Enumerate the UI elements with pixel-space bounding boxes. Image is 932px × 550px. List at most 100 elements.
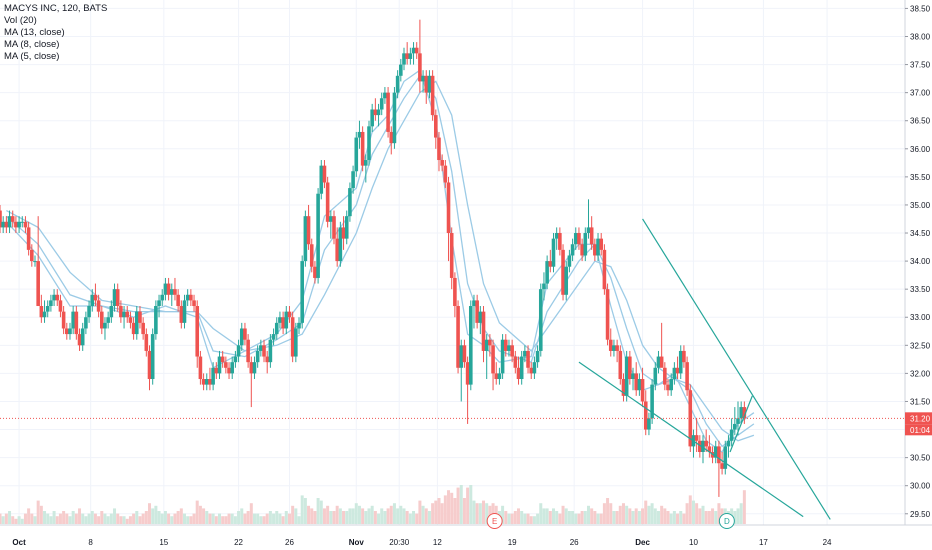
candle-body <box>179 306 184 323</box>
volume-bar <box>211 513 215 524</box>
candle-body <box>723 446 728 469</box>
candle-body <box>33 261 37 263</box>
volume-bar <box>504 511 508 524</box>
time-axis-label: 20:30 <box>389 538 410 547</box>
volume-bar <box>173 513 177 524</box>
candle-body <box>74 311 79 335</box>
volume-bar <box>128 516 132 524</box>
candle-body <box>573 233 578 245</box>
volume-bar <box>733 511 737 524</box>
candle-body <box>192 300 196 307</box>
volume-bar <box>342 511 346 524</box>
volume-bar <box>90 511 94 524</box>
volume-bar <box>482 500 486 524</box>
candle-body <box>284 311 289 329</box>
volume-bar <box>532 516 536 524</box>
volume-bar <box>539 503 543 524</box>
candle-body <box>453 277 457 307</box>
candle-body <box>36 261 40 307</box>
candle-body <box>90 294 95 307</box>
trend-line <box>729 395 753 453</box>
volume-bar <box>373 511 377 524</box>
volume-bar <box>517 508 521 524</box>
candle-body <box>325 182 330 222</box>
candle-body <box>52 294 56 301</box>
volume-bar <box>647 505 651 524</box>
volume-bar <box>281 516 285 524</box>
candle-body <box>383 92 387 99</box>
volume-bar <box>132 513 136 524</box>
volume-bar <box>221 516 225 524</box>
volume-bar <box>49 516 53 524</box>
price-axis-label: 37.50 <box>910 61 931 70</box>
candle-body <box>96 300 101 312</box>
volume-bar <box>618 505 622 524</box>
candle-body <box>421 75 425 82</box>
candle-body <box>224 362 228 368</box>
candle-body <box>456 306 460 368</box>
candle-body <box>112 289 117 307</box>
volume-bar <box>402 508 406 524</box>
volume-bar <box>125 518 129 524</box>
price-axis-label: 38.00 <box>910 32 931 41</box>
volume-bar <box>20 518 24 524</box>
candle-body <box>475 300 479 323</box>
volume-bar <box>714 511 718 524</box>
volume-bar <box>272 513 276 524</box>
volume-bar <box>14 518 18 524</box>
candle-body <box>128 317 133 323</box>
volume-bar <box>443 495 447 524</box>
volume-bar <box>590 508 594 524</box>
candle-body <box>402 53 406 65</box>
volume-bar <box>189 516 193 524</box>
volume-bar <box>224 516 228 524</box>
candle-body <box>211 367 215 385</box>
candle-body <box>558 233 562 250</box>
candle-body <box>1 221 5 228</box>
volume-bar <box>214 516 218 524</box>
candle-body <box>612 345 616 351</box>
volume-bar <box>739 503 743 524</box>
candle-body <box>265 356 270 363</box>
trend-line <box>578 361 804 518</box>
volume-bar <box>370 505 374 524</box>
volume-bar <box>109 513 113 524</box>
volume-bar <box>361 508 365 524</box>
candle-body <box>303 216 308 262</box>
candle-body <box>742 407 747 419</box>
candle-body <box>733 423 737 430</box>
candle-body <box>465 362 470 385</box>
volume-bar <box>548 511 552 524</box>
candle-body <box>71 311 75 329</box>
candle-body <box>271 334 276 340</box>
volume-bar <box>631 511 635 524</box>
candle-body <box>45 306 50 312</box>
volume-bar <box>1 516 5 524</box>
volume-bar <box>698 508 702 524</box>
time-axis-label: 24 <box>823 538 832 547</box>
volume-bar <box>154 505 158 524</box>
volume-bar <box>157 511 161 524</box>
price-axis-label: 32.50 <box>910 341 931 350</box>
candle-body <box>427 75 432 93</box>
volume-bar <box>43 511 47 524</box>
candle-body <box>364 160 368 166</box>
candle-body <box>379 98 384 110</box>
volume-bar <box>348 508 352 524</box>
price-axis-label: 34.00 <box>910 257 931 266</box>
volume-bar <box>380 508 384 524</box>
ma8-indicator-label: MA (8, close) <box>4 39 60 50</box>
candle-body <box>510 345 514 357</box>
candle-body <box>561 249 565 295</box>
volume-bar <box>81 513 85 524</box>
volume-bar <box>453 498 457 524</box>
candle-body <box>542 283 546 290</box>
volume-bar <box>326 505 330 524</box>
dividend-marker <box>718 513 735 529</box>
candle-body <box>208 379 212 385</box>
volume-bar <box>322 508 326 524</box>
candle-body <box>446 182 451 234</box>
volume-indicator-label: Vol (20) <box>4 15 37 26</box>
volume-bar <box>695 503 699 524</box>
